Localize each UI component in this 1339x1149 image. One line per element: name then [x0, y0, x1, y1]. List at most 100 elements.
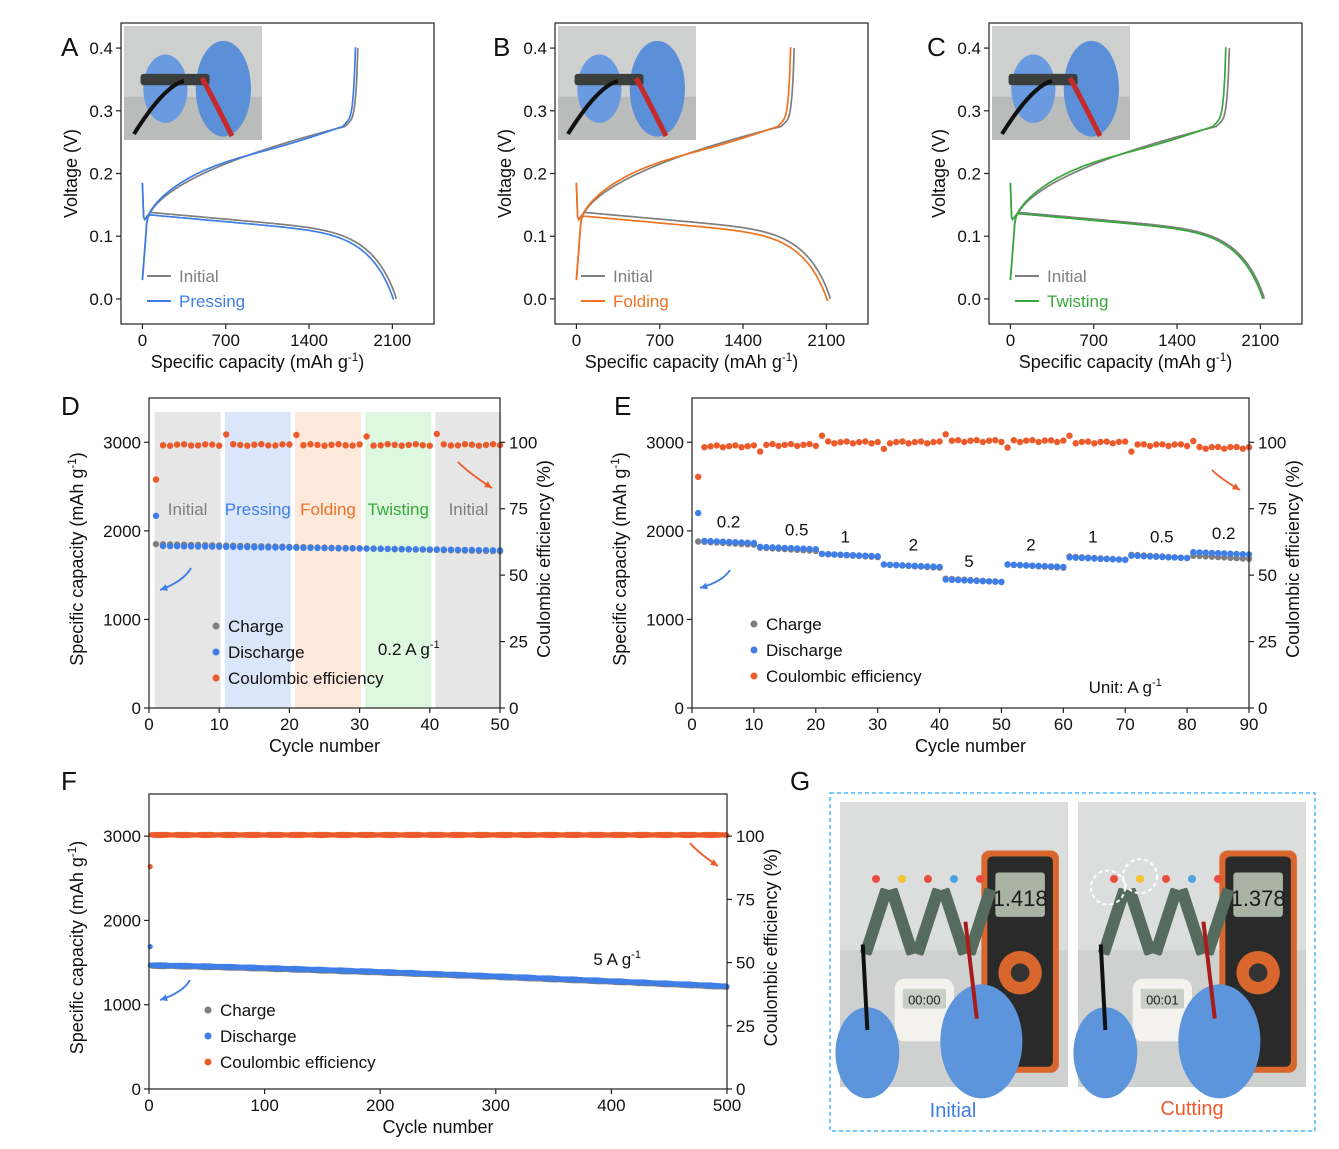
y2-tick-label: 50: [509, 566, 528, 585]
point-coulombic-efficiency: [405, 441, 412, 449]
point-coulombic-efficiency: [152, 476, 160, 483]
point-coulombic-efficiency: [794, 442, 801, 450]
inset-photo: [124, 26, 262, 140]
legend-label: Folding: [613, 292, 669, 311]
x-tick-label: 700: [212, 331, 240, 350]
point-coulombic-efficiency: [825, 438, 832, 445]
point-coulombic-efficiency: [335, 441, 342, 448]
x-tick-label: 2100: [373, 331, 411, 350]
discharge-curve-initial: [575, 182, 831, 299]
timer-reading: 00:01: [1146, 992, 1179, 1007]
point-coulombic-efficiency: [942, 431, 949, 438]
rate-annotation: 0.2 A g-1: [378, 639, 440, 659]
point-coulombic-efficiency: [886, 440, 894, 447]
point-coulombic-efficiency: [985, 437, 993, 444]
point-coulombic-efficiency: [924, 440, 931, 447]
point-discharge: [1035, 562, 1042, 569]
point-discharge: [979, 578, 987, 585]
legend-label: Twisting: [1047, 292, 1108, 311]
point-coulombic-efficiency: [1227, 443, 1234, 451]
y-tick-label: 0.1: [89, 227, 113, 246]
point-discharge: [202, 543, 209, 550]
glove-right: [1178, 984, 1261, 1099]
glove-left: [835, 1007, 900, 1099]
point-coulombic-efficiency: [1146, 442, 1154, 450]
multimeter-screen: [995, 872, 1045, 917]
point-discharge: [391, 545, 398, 553]
point-coulombic-efficiency: [930, 438, 937, 446]
charge-curve-pressing: [141, 47, 357, 281]
point-discharge: [223, 543, 230, 550]
legend-label: Discharge: [766, 641, 843, 660]
discharge-curve-initial: [141, 182, 397, 299]
point-coulombic-efficiency: [356, 441, 363, 448]
point-coulombic-efficiency: [398, 442, 405, 449]
chart-f: 5 A g-1 Charge Discharge Coulombic efficien…: [66, 793, 781, 1137]
point-coulombic-efficiency: [744, 443, 751, 450]
point-coulombic-efficiency: [1233, 443, 1240, 451]
point-coulombic-efficiency: [961, 438, 968, 446]
point-discharge: [1115, 556, 1123, 563]
point-coulombic-efficiency: [1165, 442, 1172, 450]
point-coulombic-efficiency: [147, 864, 153, 870]
point-discharge: [973, 577, 980, 585]
glove-right: [629, 40, 685, 137]
y2-tick-label: 25: [509, 633, 528, 652]
red-probe: [1201, 921, 1217, 1019]
point-discharge: [1097, 555, 1104, 562]
y-tick-label: 0.0: [523, 290, 547, 309]
point-coulombic-efficiency: [1016, 438, 1024, 446]
point-coulombic-efficiency: [831, 440, 838, 447]
point-coulombic-efficiency: [159, 442, 167, 449]
point-coulombic-efficiency: [440, 441, 447, 448]
point-discharge: [998, 578, 1005, 586]
plot-frame: [691, 397, 1250, 709]
point-discharge: [209, 543, 216, 550]
x-tick-label: 50: [491, 715, 510, 734]
timer-screen: [902, 988, 946, 1009]
x-tick-label: 700: [1080, 331, 1108, 350]
chart-b: 0 700 1400 2100 0.0 0.1 0.2 0.3 0.4 Specific capa…: [495, 22, 869, 372]
arrow-ce-head: [710, 859, 718, 866]
point-discharge: [849, 552, 857, 559]
y-tick-label: 0.0: [957, 290, 981, 309]
point-discharge: [954, 576, 962, 584]
point-coulombic-efficiency: [468, 441, 476, 448]
battery-cell: [886, 887, 918, 956]
point-discharge: [930, 563, 937, 570]
x-tick-label: 90: [1240, 715, 1259, 734]
rate-label: 5: [964, 552, 973, 571]
arrow-capacity-head: [160, 994, 168, 1001]
panel-letter-d: D: [61, 391, 80, 421]
chart-d: Initial Pressing Folding Twisting Initial 0.2…: [66, 397, 554, 756]
point-discharge: [377, 545, 384, 552]
point-discharge: [1122, 556, 1129, 563]
panel-letter-a: A: [61, 32, 79, 62]
point-coulombic-efficiency: [258, 441, 265, 448]
point-discharge: [936, 563, 943, 571]
y2-axis-label: Coulombic efficiency (%): [534, 460, 554, 658]
point-coulombic-efficiency: [880, 445, 888, 453]
point-discharge: [781, 544, 788, 552]
point-discharge: [426, 546, 433, 553]
point-discharge: [1128, 552, 1135, 559]
y-tick-label: 0.1: [523, 227, 547, 246]
point-coulombic-efficiency: [454, 442, 462, 449]
y-tick-label: 0.3: [957, 102, 981, 121]
point-discharge: [1029, 562, 1036, 569]
battery-strip: [140, 73, 210, 86]
legend-label: Discharge: [228, 643, 305, 662]
point-coulombic-efficiency: [1214, 443, 1222, 451]
inset-photo: [992, 26, 1130, 140]
region-band: [365, 412, 432, 708]
point-coulombic-efficiency: [1159, 441, 1166, 448]
point-coulombic-efficiency: [862, 438, 869, 445]
point-discharge: [370, 545, 377, 552]
point-discharge: [363, 545, 370, 552]
rate-label: 0.2: [1212, 524, 1236, 543]
point-discharge: [843, 551, 850, 559]
point-coulombic-efficiency: [707, 443, 714, 450]
legend-label: Coulombic efficiency: [228, 669, 384, 688]
cutting-photo: 1.378 00:01: [1073, 802, 1306, 1099]
point-coulombic-efficiency: [209, 441, 216, 448]
